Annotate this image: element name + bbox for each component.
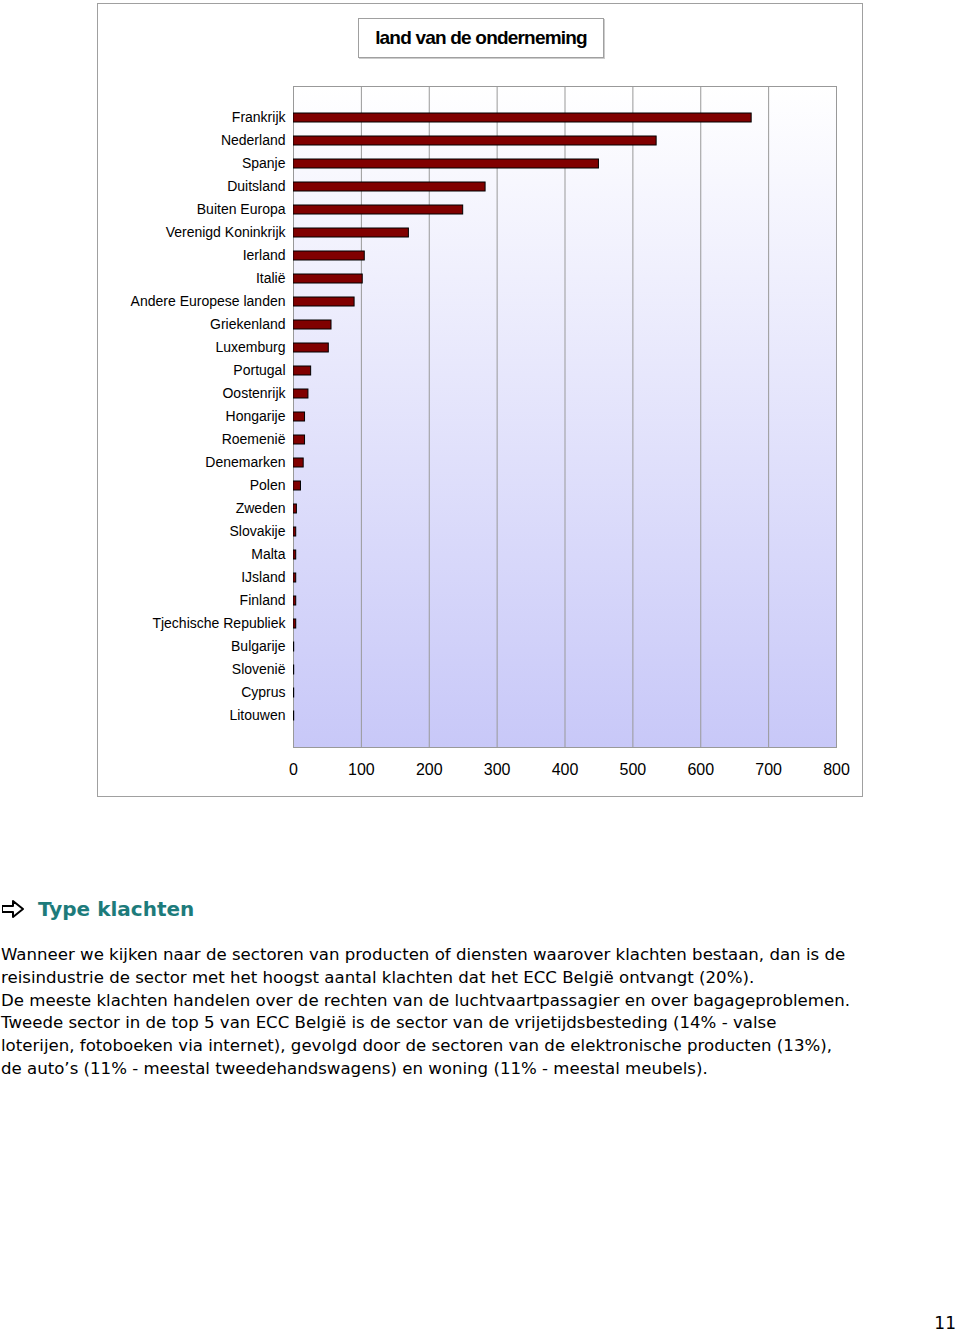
svg-text:Duitsland: Duitsland (227, 178, 285, 194)
svg-text:Frankrijk: Frankrijk (232, 109, 287, 125)
svg-text:Malta: Malta (251, 546, 285, 562)
svg-text:Griekenland: Griekenland (210, 316, 286, 332)
html-text:De meeste klachten handelen ov: De meeste klachten handelen over de rech… (1, 990, 850, 1010)
html-text:Wanneer we kijken naar de sect: Wanneer we kijken naar de sectoren van p… (1, 945, 846, 964)
svg-text:Cyprus: Cyprus (241, 684, 285, 700)
svg-text:700: 700 (755, 761, 782, 778)
svg-text:Ierland: Ierland (243, 247, 286, 263)
svg-text:Andere Europese landen: Andere Europese landen (131, 293, 286, 309)
svg-text:500: 500 (620, 761, 647, 778)
svg-text:Luxemburg: Luxemburg (215, 339, 285, 355)
svg-text:Bulgarije: Bulgarije (231, 638, 286, 654)
svg-text:Slovenië: Slovenië (232, 661, 286, 677)
svg-text:Buiten Europa: Buiten Europa (197, 201, 286, 217)
svg-text:800: 800 (823, 761, 850, 778)
html-text:11: 11 (934, 1313, 956, 1333)
html-text:loterijen, fotoboeken via inte: loterijen, fotoboeken via internet), gev… (1, 1036, 832, 1056)
svg-text:Slovakije: Slovakije (229, 523, 285, 539)
svg-text:Denemarken: Denemarken (205, 454, 285, 470)
html-text:reisindustrie de sector met he: reisindustrie de sector met het hoogst a… (1, 967, 755, 987)
svg-text:Nederland: Nederland (221, 132, 286, 148)
svg-text:400: 400 (552, 761, 579, 778)
html-text:land van de onderneming: land van de onderneming (375, 27, 587, 48)
svg-text:Litouwen: Litouwen (229, 707, 285, 723)
svg-text:Zweden: Zweden (236, 500, 286, 516)
svg-text:0: 0 (289, 761, 298, 778)
svg-text:Hongarije: Hongarije (226, 408, 286, 424)
html-text:de auto’s (11% - meestal tweed: de auto’s (11% - meestal tweedehandswage… (1, 1059, 708, 1078)
svg-text:Roemenië: Roemenië (222, 431, 286, 447)
svg-text:200: 200 (416, 761, 443, 778)
svg-text:IJsland: IJsland (241, 569, 285, 585)
svg-text:Tjechische Republiek: Tjechische Republiek (152, 615, 286, 631)
svg-text:Oostenrijk: Oostenrijk (222, 385, 286, 401)
html-text:Type klachten: Type klachten (38, 897, 195, 921)
svg-text:300: 300 (484, 761, 511, 778)
svg-text:Spanje: Spanje (242, 155, 286, 171)
svg-text:Verenigd Koninkrijk: Verenigd Koninkrijk (166, 224, 287, 240)
svg-text:Portugal: Portugal (233, 362, 285, 378)
svg-text:Finland: Finland (240, 592, 286, 608)
svg-text:Polen: Polen (250, 477, 286, 493)
html-text:Tweede sector in de top 5 van: Tweede sector in de top 5 van ECC België… (1, 1013, 777, 1033)
svg-text:600: 600 (687, 761, 714, 778)
svg-text:Italië: Italië (256, 270, 286, 286)
svg-text:100: 100 (348, 761, 375, 778)
